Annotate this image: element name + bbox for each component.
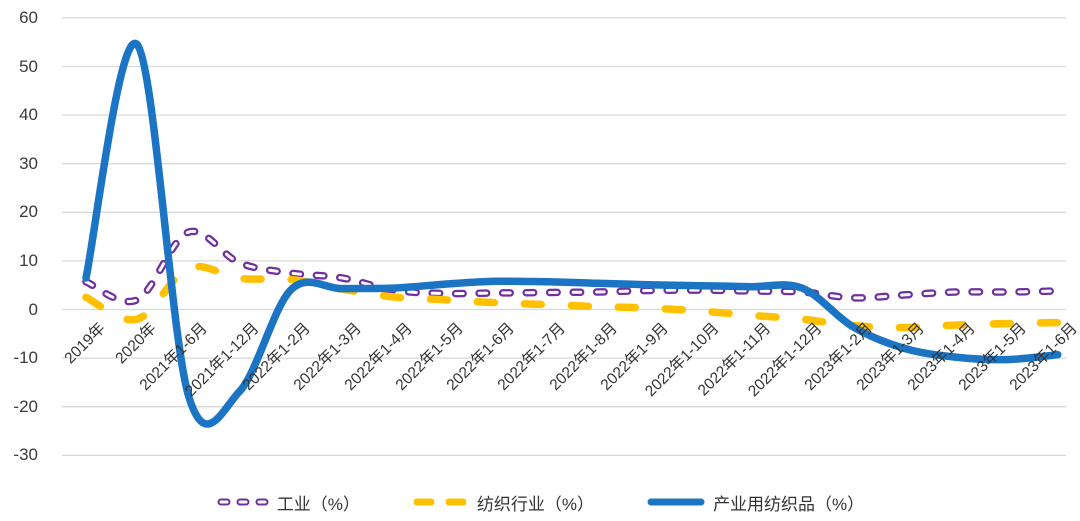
y-tick-label: 60 bbox=[19, 7, 38, 27]
series-line-1 bbox=[82, 262, 1062, 332]
series-line-0 bbox=[82, 227, 1062, 306]
y-tick-label: 20 bbox=[19, 202, 38, 222]
y-tick-label: -30 bbox=[13, 445, 38, 465]
legend-item-industrial-textiles: 产业用纺织品（%） bbox=[646, 490, 864, 515]
legend-item-industry: 工业（%） bbox=[216, 490, 360, 515]
legend: 工业（%） 纺织行业（%） 产业用纺织品（%） bbox=[0, 487, 1080, 517]
legend-item-textile-industry: 纺织行业（%） bbox=[412, 490, 594, 515]
legend-label: 纺织行业（%） bbox=[476, 494, 595, 514]
y-tick-label: 50 bbox=[19, 56, 38, 76]
dashed-line-icon bbox=[412, 496, 470, 508]
y-tick-label: 10 bbox=[19, 250, 38, 270]
y-tick-label: -10 bbox=[13, 348, 38, 368]
y-tick-label: 40 bbox=[19, 105, 38, 125]
y-tick-label: 0 bbox=[28, 299, 38, 319]
legend-label: 工业（%） bbox=[276, 494, 360, 514]
y-tick-label: -20 bbox=[13, 396, 38, 416]
dashed-hollow-line-icon bbox=[216, 496, 270, 508]
legend-label: 产业用纺织品（%） bbox=[713, 494, 865, 514]
y-tick-label: 30 bbox=[19, 153, 38, 173]
series-line-2 bbox=[82, 39, 1062, 428]
solid-line-icon bbox=[646, 496, 706, 508]
